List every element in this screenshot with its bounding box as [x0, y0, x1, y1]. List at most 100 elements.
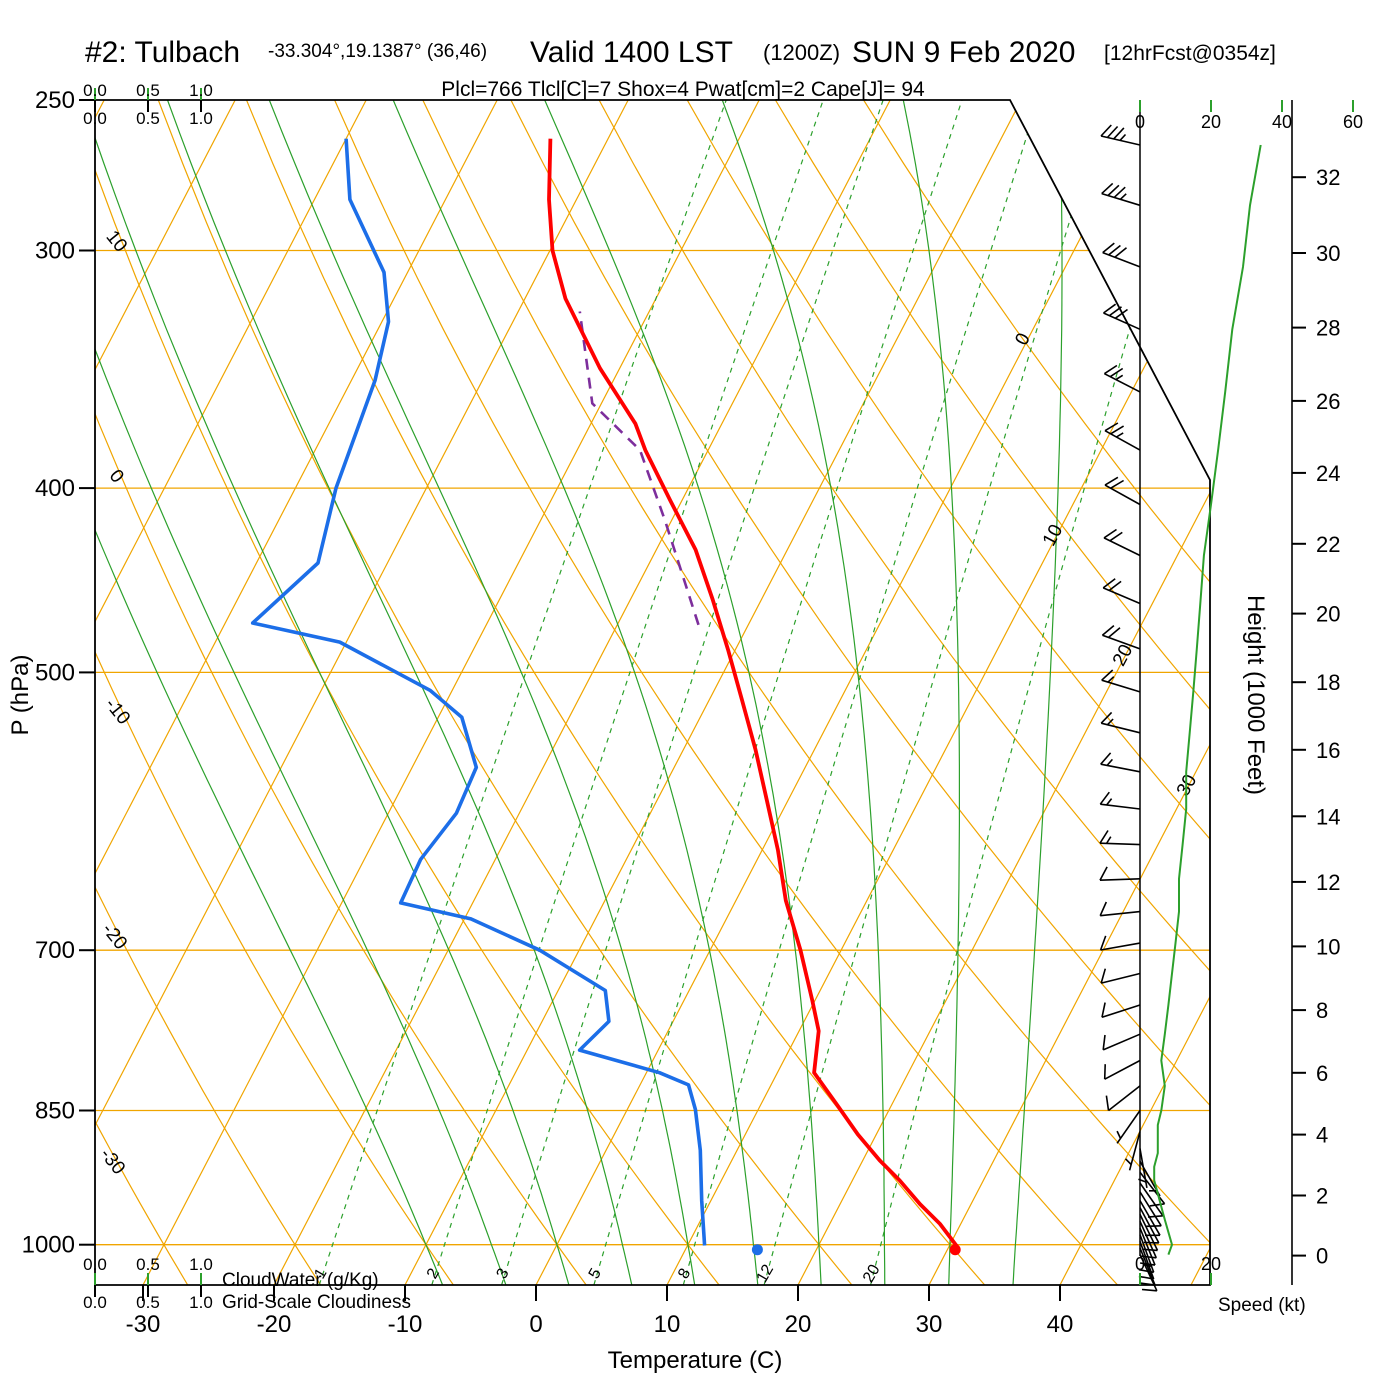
- moist-adiabat-line: [166, 100, 633, 1285]
- height-axis-title: Height (1000 Feet): [1242, 595, 1269, 795]
- temperature-tick-label: 40: [1047, 1311, 1074, 1338]
- isotherm-line: [928, 100, 1210, 1285]
- cloudiness-top-label: 0.5: [136, 109, 160, 128]
- plot-frame: [94, 99, 1211, 1286]
- wind-barb: [1101, 1002, 1141, 1019]
- wind-barb: [1139, 1200, 1161, 1237]
- forecast-tag: [12hrFcst@0354z]: [1104, 42, 1276, 65]
- speed-profile: 0 20 40 600 20: [1135, 100, 1363, 1285]
- speed-top-tick-label: 40: [1272, 112, 1292, 132]
- height-tick-label: 20: [1316, 602, 1340, 627]
- surface-temperature-dot: [949, 1244, 961, 1256]
- isotherm-line: [404, 100, 1022, 1285]
- dry-adiabat-line: [95, 100, 587, 1285]
- isotherm-line: [95, 100, 629, 1285]
- wind-barb: [1105, 1085, 1141, 1112]
- dry-adiabat-line: [95, 100, 189, 1285]
- isotherm-line: [797, 100, 1210, 1285]
- dry-adiabat-line: [157, 100, 853, 1285]
- temperature-axis: -30 -20 -10 0 10 20 30 40: [126, 1285, 1074, 1338]
- isotherm-line: [1059, 100, 1210, 1285]
- isotherm-line: [95, 100, 367, 1285]
- valid-zulu: (1200Z): [763, 40, 840, 65]
- temperature-curve: [547, 138, 959, 1248]
- pressure-tick-label: 850: [35, 1098, 75, 1125]
- mixing-ratio-line: [593, 100, 963, 1285]
- pressure-axis-title: P (hPa): [7, 655, 34, 736]
- wind-barb: [1101, 669, 1141, 693]
- height-tick-label: 16: [1316, 738, 1340, 763]
- wind-barb: [1100, 124, 1141, 146]
- mixing-ratio-label: 12: [754, 1262, 778, 1286]
- cloudwater-top-label: 1.0: [189, 81, 213, 100]
- mixing-ratio-line: [682, 100, 1039, 1285]
- speed-bottom-tick-label: 20: [1201, 1254, 1221, 1274]
- wind-barb: [1103, 303, 1141, 331]
- temperature-tick-label: 20: [785, 1311, 812, 1338]
- temperature-tick-label: 0: [529, 1311, 542, 1338]
- pressure-tick-label: 250: [35, 87, 75, 114]
- pressure-tick-label: 400: [35, 475, 75, 502]
- wind-barb: [1103, 364, 1141, 393]
- dry-adiabat-line: [686, 100, 1210, 1285]
- wind-barb: [1099, 935, 1141, 951]
- dry-adiabat-line: [774, 100, 1210, 1285]
- height-tick-label: 14: [1316, 804, 1340, 829]
- station-coords: -33.304°,19.1387° (36,46): [268, 41, 487, 62]
- temperature-tick-label: 30: [916, 1311, 943, 1338]
- mixing-ratio-line: [318, 100, 727, 1285]
- height-tick-label: 6: [1316, 1061, 1328, 1086]
- wind-barb: [1101, 624, 1141, 650]
- wind-barb: [1103, 1059, 1141, 1080]
- mixing-ratio-label: 20: [860, 1262, 884, 1286]
- wind-barb: [1104, 476, 1141, 506]
- wind-barb: [1138, 1148, 1148, 1189]
- mixing-ratio-line: [763, 100, 1108, 1285]
- valid-date: SUN 9 Feb 2020: [852, 36, 1075, 69]
- temperature-tick-label: -30: [126, 1311, 161, 1338]
- wind-barb: [1138, 1241, 1155, 1280]
- wind-barbs: [1099, 112, 1166, 1292]
- moist-adiabat-line: [721, 100, 886, 1285]
- wind-barb: [1139, 1182, 1164, 1218]
- isotherm-line: [95, 100, 236, 1285]
- speed-curve: [1153, 144, 1262, 1255]
- moist-adiabat-line: [902, 100, 960, 1285]
- isotherm-line: [666, 100, 1210, 1285]
- wind-barb: [1099, 830, 1141, 846]
- wind-barb: [1101, 182, 1141, 207]
- moist-adiabat-line: [268, 100, 696, 1285]
- pressure-tick-label: 1000: [22, 1232, 75, 1259]
- wind-barb: [1124, 1131, 1141, 1171]
- pressure-tick-label: 700: [35, 937, 75, 964]
- moist-adiabat-line: [95, 100, 444, 1285]
- wind-barb: [1102, 1033, 1141, 1051]
- height-tick-label: 24: [1316, 461, 1340, 486]
- cloudiness-axis-title: Grid-Scale Cloudiness: [222, 1292, 411, 1313]
- mixing-ratio-line: [870, 100, 1198, 1285]
- wind-barb: [1139, 1214, 1159, 1252]
- wind-barb: [1099, 866, 1141, 881]
- wind-barb: [1102, 578, 1141, 605]
- pressure-axis: 250 300 400 500 700 850 1000: [22, 87, 95, 1259]
- wind-barb: [1100, 752, 1141, 773]
- dewpoint-curve: [250, 138, 707, 1246]
- moist-adiabat-line: [95, 100, 570, 1285]
- dry-adiabat-line: [334, 100, 1119, 1285]
- wind-barb: [1104, 422, 1141, 451]
- cloudwater-top-label: 0.0: [83, 81, 107, 100]
- wind-barb: [1139, 1227, 1156, 1266]
- dry-adiabat-line: [598, 100, 1210, 1285]
- moist-adiabat-line: [1012, 100, 1063, 1285]
- pressure-tick-label: 500: [35, 659, 75, 686]
- dry-adiabat-line: [95, 100, 454, 1285]
- moist-adiabat-line: [392, 100, 759, 1285]
- speed-top-tick-label: 0: [1135, 112, 1145, 132]
- wind-barb: [1099, 901, 1141, 917]
- isotherm-line: [1190, 100, 1210, 1285]
- valid-time: Valid 1400 LST: [530, 36, 733, 69]
